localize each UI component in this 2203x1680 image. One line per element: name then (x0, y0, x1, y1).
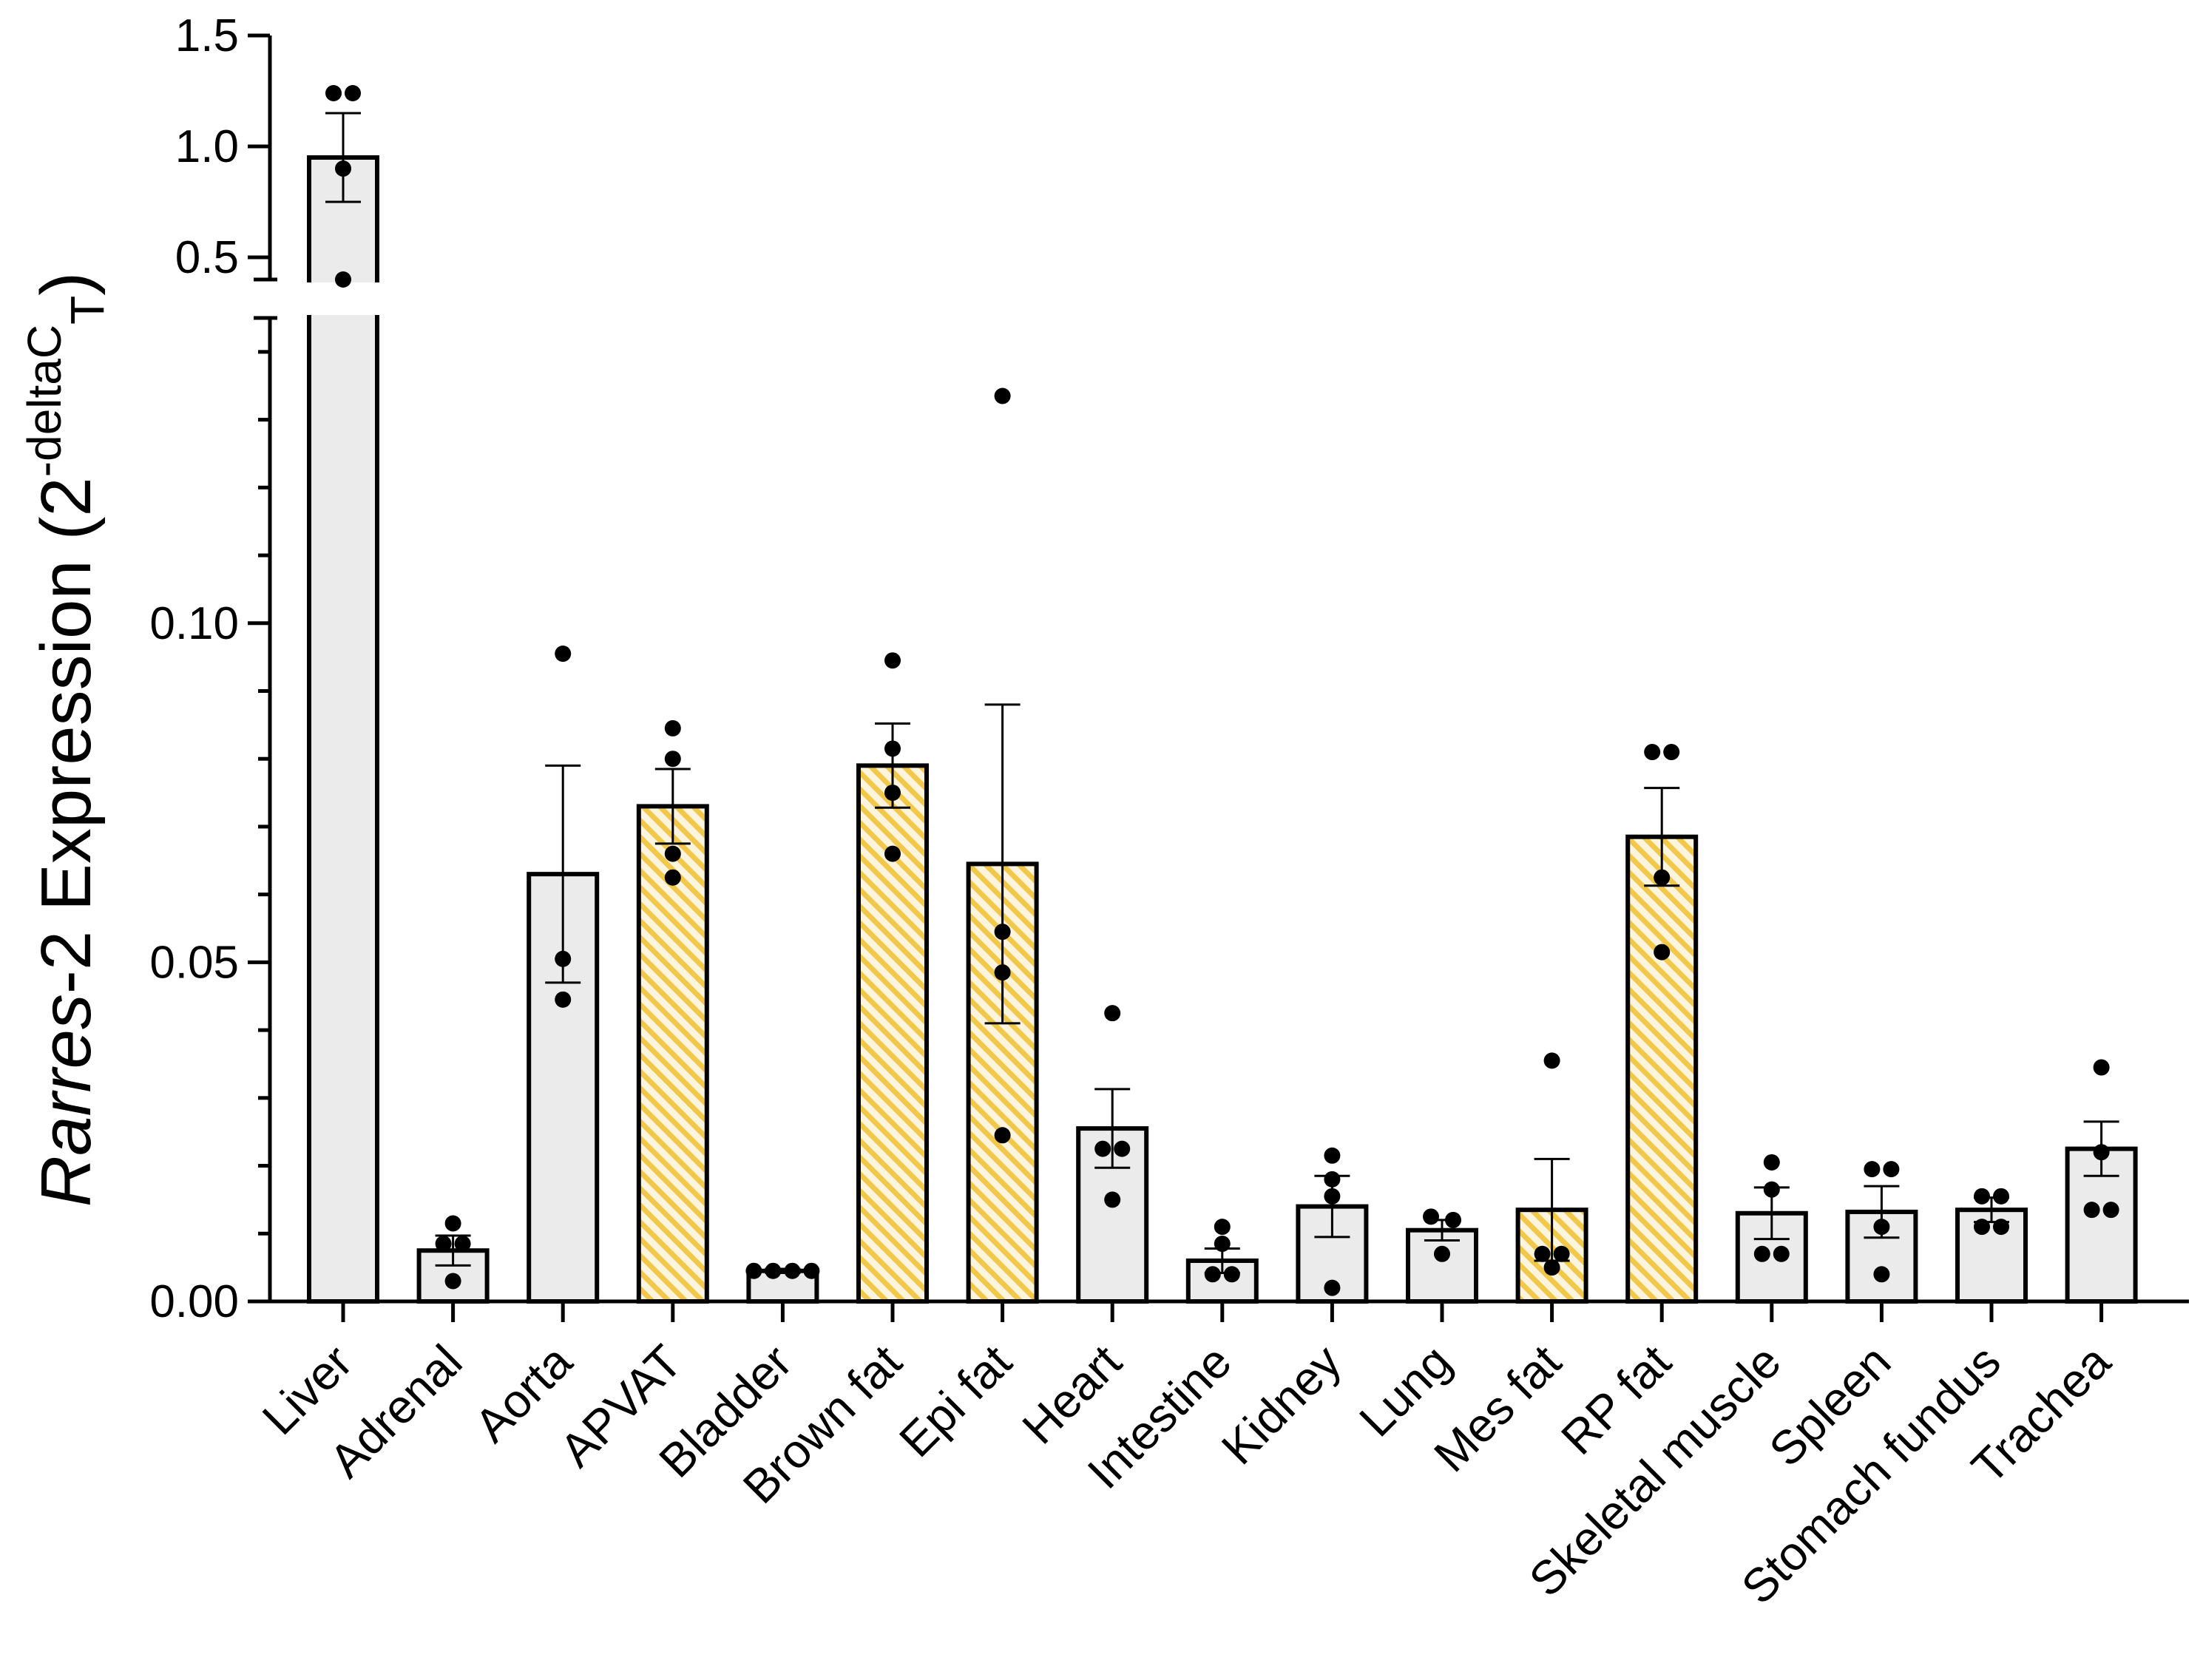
data-point (435, 1236, 452, 1253)
data-point (1114, 1140, 1131, 1157)
data-point (555, 646, 572, 663)
tick-labels: 0.000.050.100.51.01.5LiverAdrenalAortaAP… (149, 10, 2120, 1614)
data-point (2102, 1202, 2119, 1219)
bar (1625, 834, 1699, 1304)
data-point (765, 1262, 782, 1279)
data-point (1654, 869, 1671, 886)
data-point (1974, 1188, 1990, 1205)
data-point (884, 785, 901, 802)
data-point (1644, 744, 1661, 761)
data-point (664, 869, 681, 886)
data-point (803, 1262, 820, 1279)
y-tick-label: 1.5 (175, 10, 239, 61)
data-point (1763, 1154, 1780, 1171)
bar (307, 155, 379, 1304)
x-tick-label: Epi fat (889, 1335, 1021, 1467)
data-point (1214, 1219, 1231, 1236)
data-point (784, 1262, 801, 1279)
x-tick-label: Kidney (1211, 1335, 1351, 1474)
data-point (745, 1262, 762, 1279)
data-point (884, 652, 901, 669)
data-point (884, 740, 901, 757)
data-point (444, 1215, 461, 1232)
data-point (345, 85, 361, 101)
data-point (1873, 1266, 1890, 1283)
data-point (555, 950, 572, 967)
data-point (1104, 1191, 1121, 1208)
y-axis-title-main: -2 Expression (2 (27, 477, 106, 994)
data-point (1883, 1161, 1900, 1178)
y-tick-label: 0.00 (149, 1276, 239, 1327)
data-point (1873, 1219, 1890, 1236)
data-point (454, 1236, 471, 1253)
data-point (1104, 1005, 1121, 1022)
data-point (1974, 1219, 1990, 1236)
data-point (1663, 744, 1680, 761)
data-point (1094, 1140, 1111, 1157)
data-point (1543, 1259, 1560, 1276)
data-point (1654, 944, 1671, 961)
bar-break-gap (303, 282, 383, 315)
bars (303, 155, 2138, 1304)
y-tick-label: 0.5 (175, 232, 239, 283)
data-point (1543, 1052, 1560, 1069)
data-point (555, 991, 572, 1008)
data-point (1993, 1219, 2009, 1236)
data-point (1864, 1161, 1881, 1178)
data-point (1324, 1171, 1341, 1188)
y-tick-label: 1.0 (175, 121, 239, 172)
data-point (325, 85, 342, 101)
y-axis-title-subscript: T (61, 296, 114, 325)
data-point (1214, 1236, 1231, 1253)
data-point (1445, 1211, 1461, 1228)
bar (1955, 1208, 2028, 1304)
y-axis-title-close: ) (27, 272, 106, 296)
data-point (1753, 1245, 1770, 1262)
data-point (1423, 1208, 1439, 1225)
data-point (1773, 1245, 1790, 1262)
x-tick-label: Mes fat (1424, 1335, 1571, 1482)
y-axis-title: Rarres-2 Expression (2-deltaCT) (18, 272, 114, 1207)
data-point (2093, 1144, 2110, 1161)
data-point (884, 845, 901, 862)
y-axis-title-superscript: -deltaC (18, 325, 71, 477)
data-point (664, 751, 681, 768)
data-point (664, 719, 681, 736)
data-point (1993, 1188, 2009, 1205)
data-point (335, 271, 351, 288)
data-point (1763, 1181, 1780, 1198)
data-point (994, 924, 1011, 941)
svg-text:Rarres-2 Expression (2-deltaCT: Rarres-2 Expression (2-deltaCT) (18, 272, 114, 1207)
bar (1406, 1227, 1478, 1304)
data-point (1553, 1245, 1570, 1262)
data-point (2093, 1059, 2110, 1076)
data-points (325, 85, 2119, 1296)
data-point (994, 1127, 1011, 1144)
y-axis-title-gene: Rarres (27, 994, 106, 1207)
y-tick-label: 0.10 (149, 598, 239, 649)
data-point (1534, 1245, 1551, 1262)
data-point (1223, 1266, 1240, 1283)
data-point (1434, 1245, 1450, 1262)
data-point (1324, 1147, 1341, 1164)
data-point (664, 845, 681, 862)
data-point (335, 160, 351, 177)
data-point (444, 1273, 461, 1290)
data-point (1324, 1188, 1341, 1205)
y-tick-label: 0.05 (149, 937, 239, 988)
data-point (994, 387, 1011, 404)
data-point (994, 964, 1011, 981)
data-point (2083, 1202, 2100, 1219)
data-point (1324, 1279, 1341, 1296)
data-point (1204, 1266, 1221, 1283)
